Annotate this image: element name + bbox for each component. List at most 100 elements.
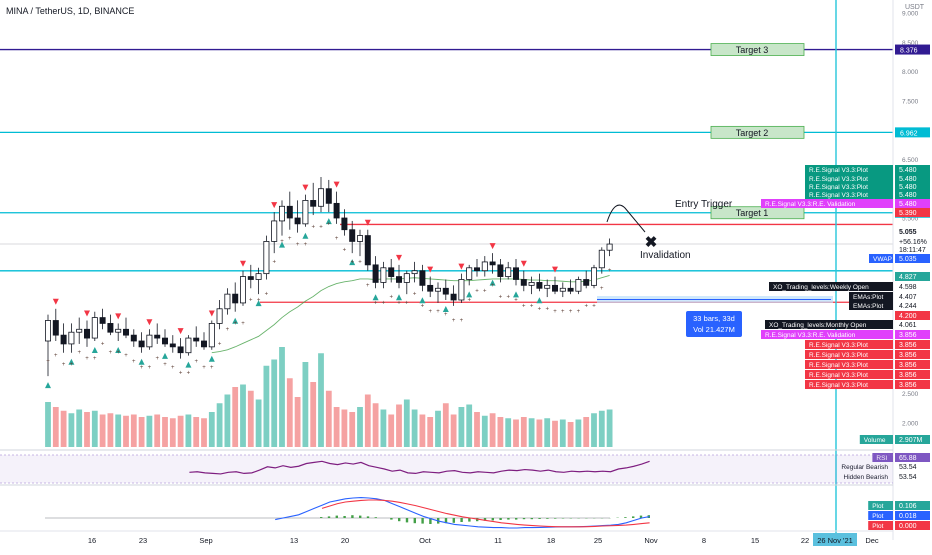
target-label: Target 3 (736, 45, 769, 55)
signal-cross-icon: + (514, 298, 518, 304)
indicator-name: R.E.Signal V3.3:Plot (809, 342, 868, 349)
pane-value: 0.106 (899, 503, 917, 510)
price-tick-label: 2.000 (902, 421, 919, 428)
measure-bars: 33 bars, 33d (693, 314, 735, 323)
indicator-name: R.E.Signal V3.3:Plot (809, 372, 868, 379)
macd-hist-bar (421, 518, 423, 524)
macd-hist-bar (320, 517, 322, 518)
volume-bar (459, 407, 465, 447)
signal-cross-icon: + (171, 365, 175, 371)
signal-cross-icon: + (350, 259, 354, 265)
indicator-value: 5.035 (899, 256, 917, 263)
candle-body (225, 294, 230, 309)
signal-cross-icon: + (233, 321, 237, 327)
indicator-value: 5.055 (899, 229, 917, 236)
volume-bar (217, 403, 223, 447)
candle-body (201, 341, 206, 347)
symbol-title: MINA / TetherUS, 1D, BINANCE (6, 6, 134, 16)
volume-bar (591, 413, 597, 447)
indicator-value: 5.390 (899, 210, 917, 217)
indicator-value: 4.200 (899, 313, 917, 320)
candle-body (342, 218, 347, 230)
volume-bar (201, 418, 207, 447)
candle-body (264, 241, 269, 273)
candle-body (318, 189, 323, 207)
volume-bar (310, 382, 316, 447)
candle-body (272, 221, 277, 242)
volume-bar (92, 411, 98, 447)
signal-cross-icon: + (608, 268, 612, 274)
volume-bar (607, 410, 613, 448)
volume-bar (61, 411, 67, 447)
volume-bar (154, 415, 160, 448)
volume-bar (482, 416, 488, 447)
volume-bar (178, 416, 184, 447)
pane-value: 0.018 (899, 513, 917, 520)
macd-hist-bar (499, 518, 501, 520)
volume-bar (326, 391, 332, 447)
candle-body (84, 329, 89, 338)
candle-body (147, 335, 152, 347)
volume-bar (599, 411, 605, 447)
signal-cross-icon: + (382, 300, 386, 306)
signal-cross-icon: + (77, 350, 81, 356)
candle-body (482, 262, 487, 271)
candle-body (513, 268, 518, 280)
signal-cross-icon: + (327, 221, 331, 227)
candle-body (576, 280, 581, 292)
candle-body (350, 230, 355, 242)
candle-body (209, 323, 214, 346)
volume-bar (147, 416, 153, 447)
macd-hist-bar (343, 516, 345, 518)
volume-bar (45, 402, 51, 447)
volume-bar (466, 405, 472, 448)
candle-body (560, 288, 565, 291)
volume-bar (420, 415, 426, 448)
date-tick-label: 8 (702, 536, 706, 545)
macd-hist-bar (632, 516, 634, 518)
date-tick-label: Sep (199, 536, 212, 545)
macd-hist-bar (460, 518, 462, 522)
signal-cross-icon: + (522, 303, 526, 309)
candle-body (474, 268, 479, 271)
signal-cross-icon: + (506, 295, 510, 301)
level-tag-label: 8.376 (900, 48, 918, 55)
candle-body (326, 189, 331, 204)
candle-body (521, 280, 526, 286)
rsi-pane[interactable] (0, 450, 893, 485)
indicator-name: EMAs:Plot (853, 303, 884, 310)
indicator-name: R.E.Signal V3.3:R.E. Validation (765, 332, 856, 339)
candle-body (428, 285, 433, 291)
volume-bar (318, 353, 324, 447)
macd-hist-bar (336, 516, 338, 518)
measure-volume: Vol 21.427M (693, 325, 735, 334)
indicator-name: R.E.Signal V3.3:Plot (809, 382, 868, 389)
macd-hist-bar (531, 518, 533, 519)
indicator-value: 4.827 (899, 274, 917, 281)
signal-cross-icon: + (109, 350, 113, 356)
pane-name: Volume (864, 437, 886, 444)
candle-body (61, 335, 66, 344)
signal-cross-icon: + (592, 303, 596, 309)
macd-hist-bar (390, 518, 392, 520)
indicator-value: 5.480 (899, 167, 917, 174)
candle-body (389, 268, 394, 277)
price-tick-label: 8.000 (902, 69, 919, 76)
volume-bar (373, 403, 379, 447)
volume-bar (186, 415, 192, 448)
indicator-value: 4.061 (899, 322, 917, 329)
signal-cross-icon: + (397, 300, 401, 306)
price-tick-label: 2.500 (902, 391, 919, 398)
indicator-name: R.E.Signal V3.3:R.E. Validation (765, 201, 856, 208)
date-tick-label: 18 (547, 536, 555, 545)
cursor-date-label: 26 Nov '21 (817, 536, 853, 545)
indicator-name: R.E.Signal V3.3:Plot (809, 192, 868, 199)
candle-body (451, 294, 456, 300)
candle-body (443, 288, 448, 294)
signal-cross-icon: + (296, 242, 300, 248)
date-tick-label: 25 (594, 536, 602, 545)
pane-name: Plot (872, 503, 883, 510)
volume-bar (303, 362, 309, 447)
